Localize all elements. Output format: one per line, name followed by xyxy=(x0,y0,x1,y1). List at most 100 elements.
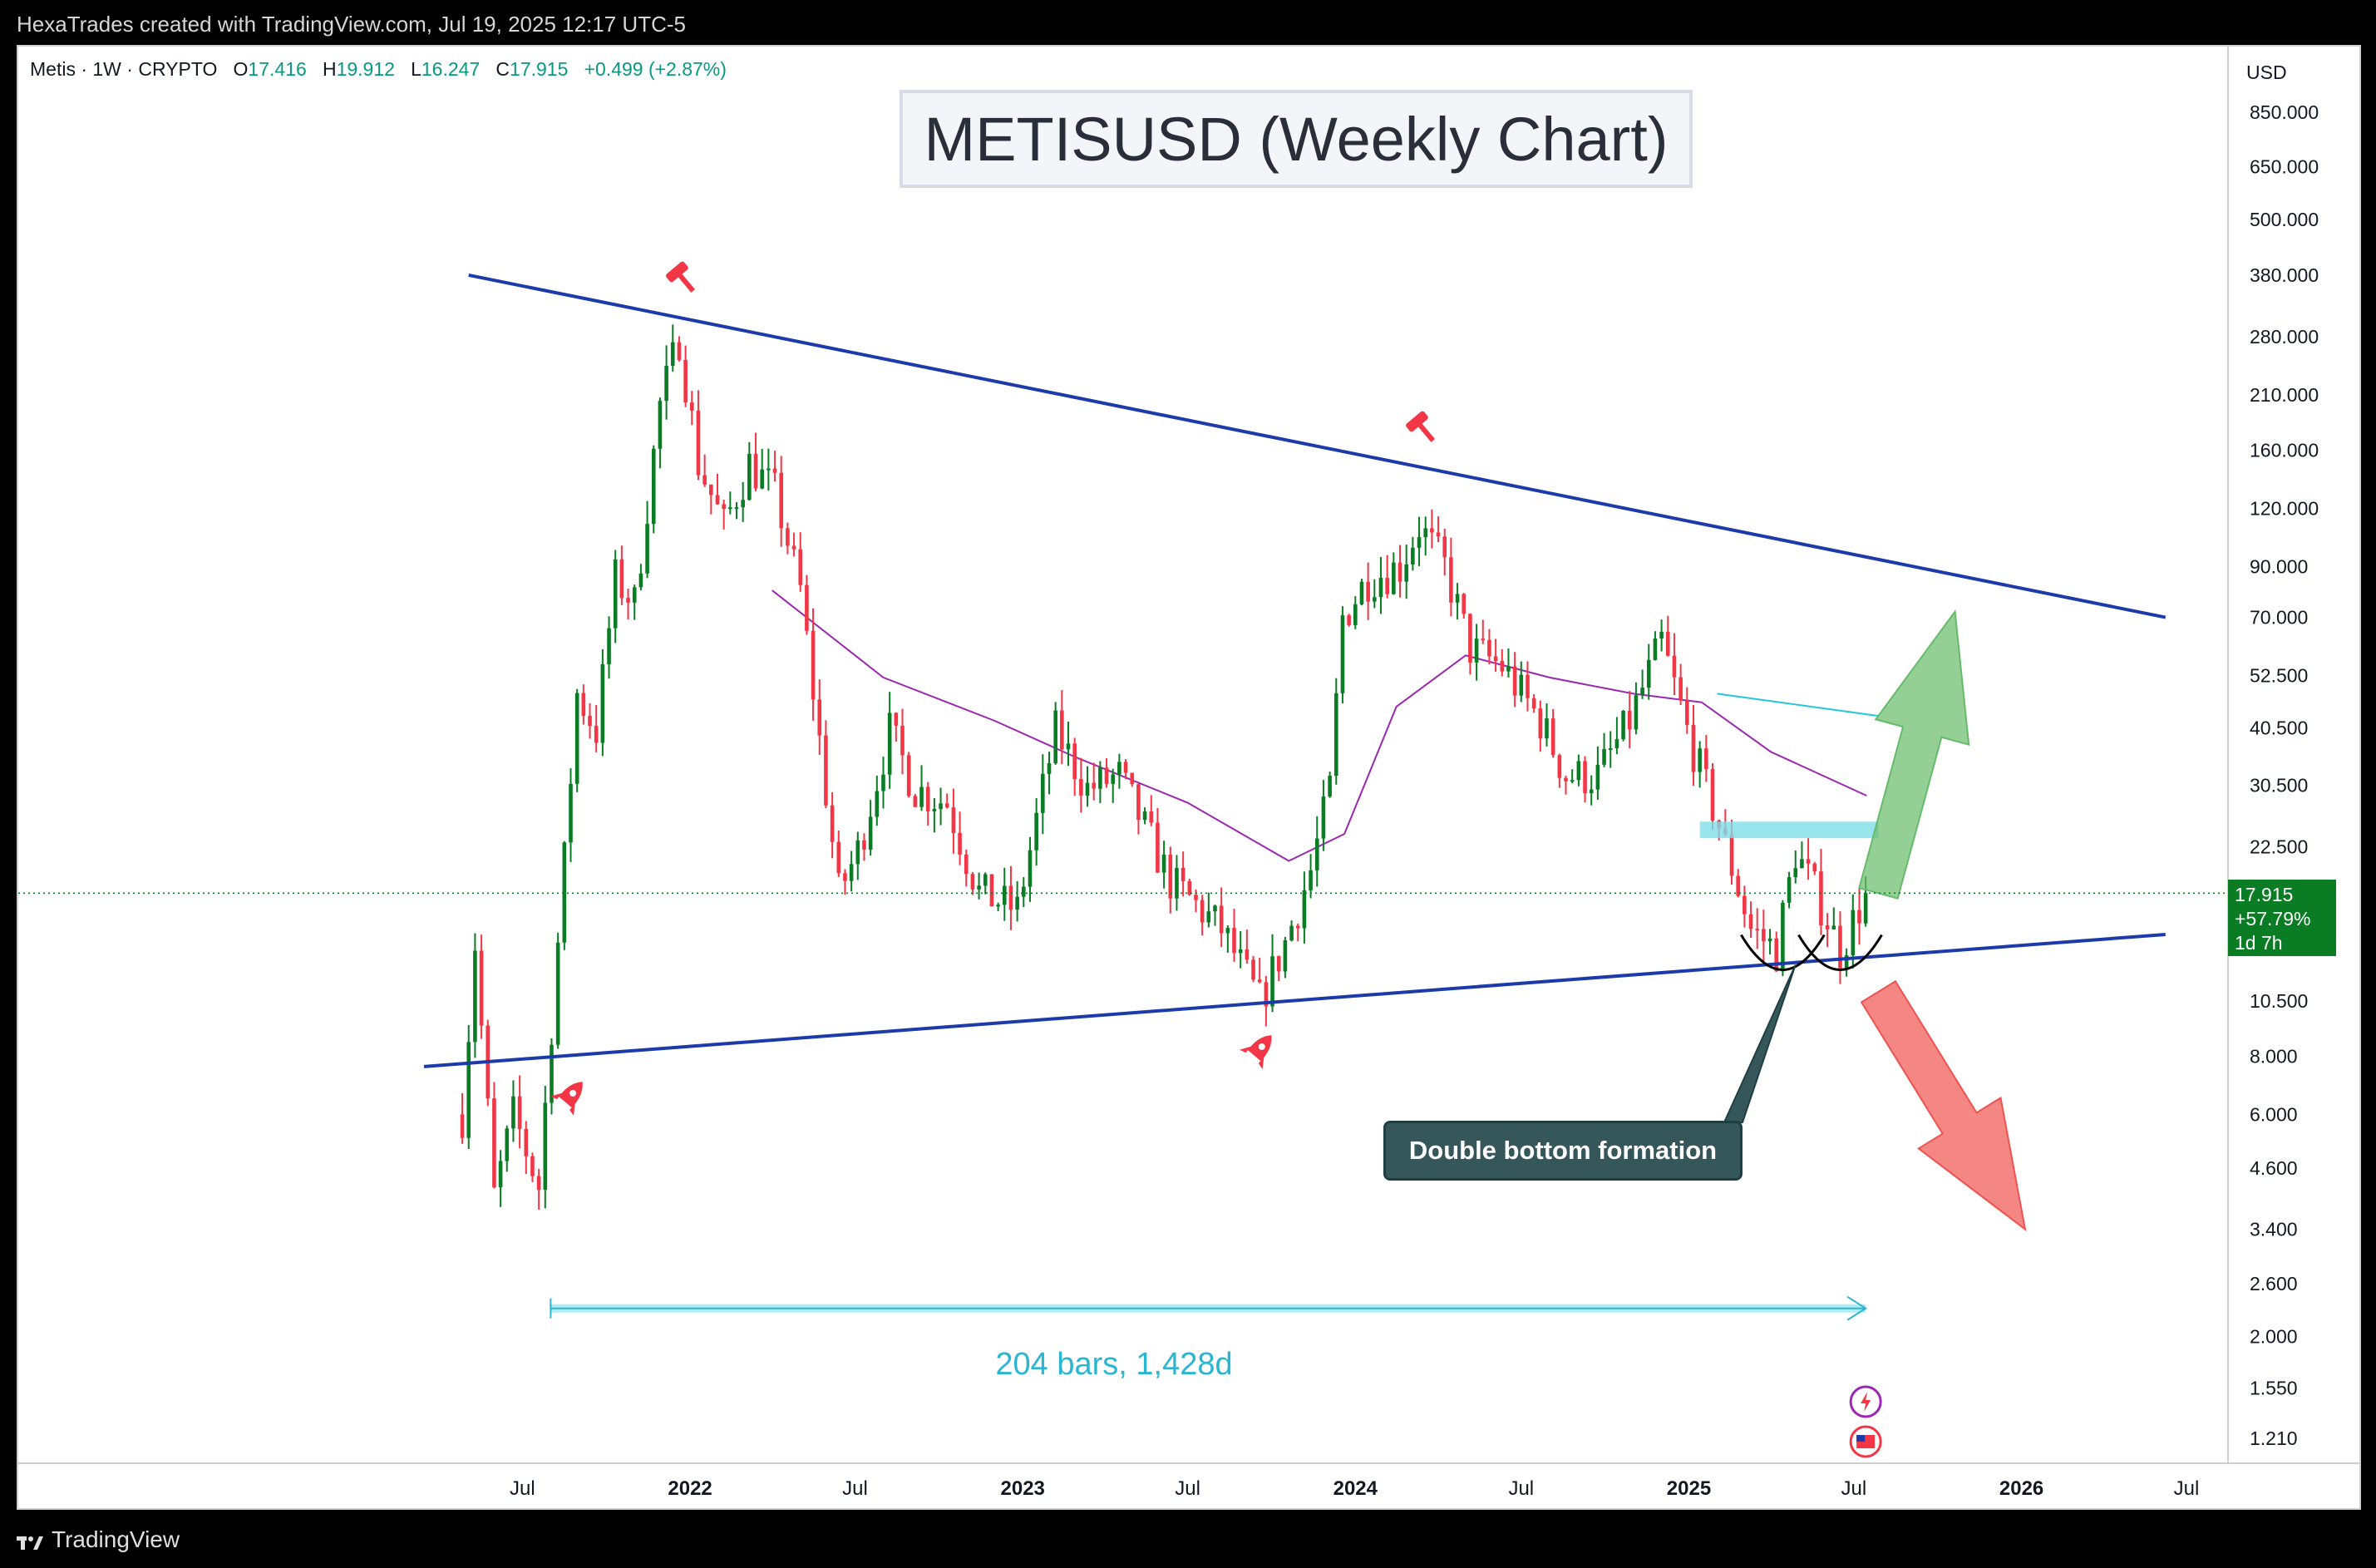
double-bottom-arc[interactable] xyxy=(1740,934,1826,971)
candle-body xyxy=(645,524,649,574)
time-tick-label: 2024 xyxy=(1333,1477,1378,1500)
candle-body xyxy=(836,841,841,874)
candle-body xyxy=(1295,925,1300,929)
candle-body xyxy=(786,528,790,546)
moving-average-line[interactable] xyxy=(771,589,1867,862)
double-bottom-callout[interactable]: Double bottom formation xyxy=(1383,1121,1743,1181)
candle-body xyxy=(1066,743,1071,750)
price-tick-label: 850.000 xyxy=(2250,101,2319,123)
candle-body xyxy=(881,774,885,791)
price-tick-label: 6.000 xyxy=(2250,1103,2298,1125)
price-chart[interactable]: 850.000 650.000 500.000 380.000 280.000 210.0… xyxy=(0,0,2376,1510)
candle-body xyxy=(638,573,643,588)
candle-body xyxy=(1002,885,1007,905)
currency-label[interactable]: USD xyxy=(2246,62,2287,83)
candle-body xyxy=(1098,767,1102,789)
candle-body xyxy=(689,402,694,411)
candle-body xyxy=(1519,674,1524,696)
candle-body xyxy=(536,1176,541,1191)
candle-body xyxy=(1238,949,1243,954)
candle-body xyxy=(1595,764,1600,790)
publisher-credit: HexaTrades created with TradingView.com,… xyxy=(17,12,686,37)
hammer-handle xyxy=(677,273,695,293)
candle-body xyxy=(543,1102,548,1191)
hammer-handle xyxy=(1417,422,1436,442)
short-trend-segment[interactable] xyxy=(1717,693,1879,717)
candle-body xyxy=(1851,910,1856,956)
candle-body xyxy=(696,410,701,476)
candle-body xyxy=(1526,674,1530,698)
candle-body xyxy=(734,507,739,510)
last-price-change: +57.79% xyxy=(2235,908,2311,929)
candle-body xyxy=(1194,895,1198,900)
price-tick-label: 30.500 xyxy=(2250,775,2308,796)
candle-body xyxy=(1755,929,1760,931)
candle-body xyxy=(1602,748,1606,765)
candle-body xyxy=(1398,562,1402,582)
chart-frame[interactable] xyxy=(17,45,2361,1510)
candle-body xyxy=(1353,604,1358,625)
candle-body xyxy=(594,726,599,743)
high-value: 19.912 xyxy=(336,58,395,80)
symbol-info[interactable]: Metis · 1W · CRYPTO xyxy=(30,58,218,80)
bottom-bar: TradingView xyxy=(0,1510,2376,1568)
time-tick-label: Jul xyxy=(1175,1477,1200,1500)
candle-body xyxy=(492,1098,496,1188)
candle-body xyxy=(958,832,962,855)
candle-body xyxy=(1060,710,1064,750)
us-flag-event-icon[interactable] xyxy=(1849,1425,1882,1458)
lightning-event-icon[interactable] xyxy=(1849,1385,1882,1418)
candle-body xyxy=(791,545,796,550)
candle-body xyxy=(824,735,828,806)
candle-body xyxy=(1321,796,1326,839)
double-bottom-arc[interactable] xyxy=(1797,934,1883,971)
candle-body xyxy=(1104,767,1109,784)
time-tick-label: Jul xyxy=(1508,1477,1534,1500)
candle-body xyxy=(1411,547,1415,565)
candle-body xyxy=(1041,773,1045,813)
candle-body xyxy=(1264,982,1269,1007)
candle-body xyxy=(1646,659,1651,688)
candle-body xyxy=(1283,940,1288,972)
candle-body xyxy=(1793,868,1798,878)
candle-body xyxy=(1736,875,1740,896)
trendline-lower[interactable] xyxy=(423,932,2166,1068)
candle-body xyxy=(753,453,758,489)
candle-body xyxy=(1289,925,1294,941)
candle-body xyxy=(849,864,854,881)
candle-body xyxy=(473,950,477,1043)
candle-body xyxy=(1442,536,1447,558)
price-tick-label: 4.600 xyxy=(2250,1157,2298,1179)
bearish-projection-arrow[interactable] xyxy=(1860,979,2027,1231)
candle-body xyxy=(1704,748,1708,769)
candle-body xyxy=(1627,710,1632,730)
candle-body xyxy=(1838,925,1842,969)
candle-body xyxy=(1136,784,1141,821)
price-tick-label: 1.550 xyxy=(2250,1378,2298,1399)
candle-body xyxy=(894,713,899,726)
candle-body xyxy=(805,584,809,631)
candle-body xyxy=(1206,911,1211,923)
candle-body xyxy=(875,791,880,817)
candle-body xyxy=(1781,902,1785,972)
bar-countdown: 1d 7h xyxy=(2235,932,2283,954)
top-bar: HexaTrades created with TradingView.com,… xyxy=(0,0,2376,45)
time-tick-label: Jul xyxy=(2174,1477,2200,1500)
candle-body xyxy=(1691,724,1696,772)
price-tick-label: 120.000 xyxy=(2250,497,2319,519)
rocket-window xyxy=(1258,1043,1265,1050)
bullish-projection-arrow[interactable] xyxy=(1858,609,1970,900)
price-tick-label: 210.000 xyxy=(2250,384,2319,406)
hammer-icon xyxy=(1406,411,1436,442)
candle-body xyxy=(767,468,771,471)
tradingview-brand[interactable]: TradingView xyxy=(17,1526,180,1553)
candle-body xyxy=(1767,938,1772,942)
us-flag-canton xyxy=(1856,1435,1866,1442)
time-tick-label: Jul xyxy=(510,1477,535,1500)
candle-body xyxy=(1417,537,1422,548)
chart-title-box[interactable]: METISUSD (Weekly Chart) xyxy=(900,90,1693,188)
candle-body xyxy=(925,786,930,811)
trendline-upper[interactable] xyxy=(468,273,2166,619)
candle-body xyxy=(1800,859,1804,869)
resistance-zone[interactable] xyxy=(1699,821,1879,839)
